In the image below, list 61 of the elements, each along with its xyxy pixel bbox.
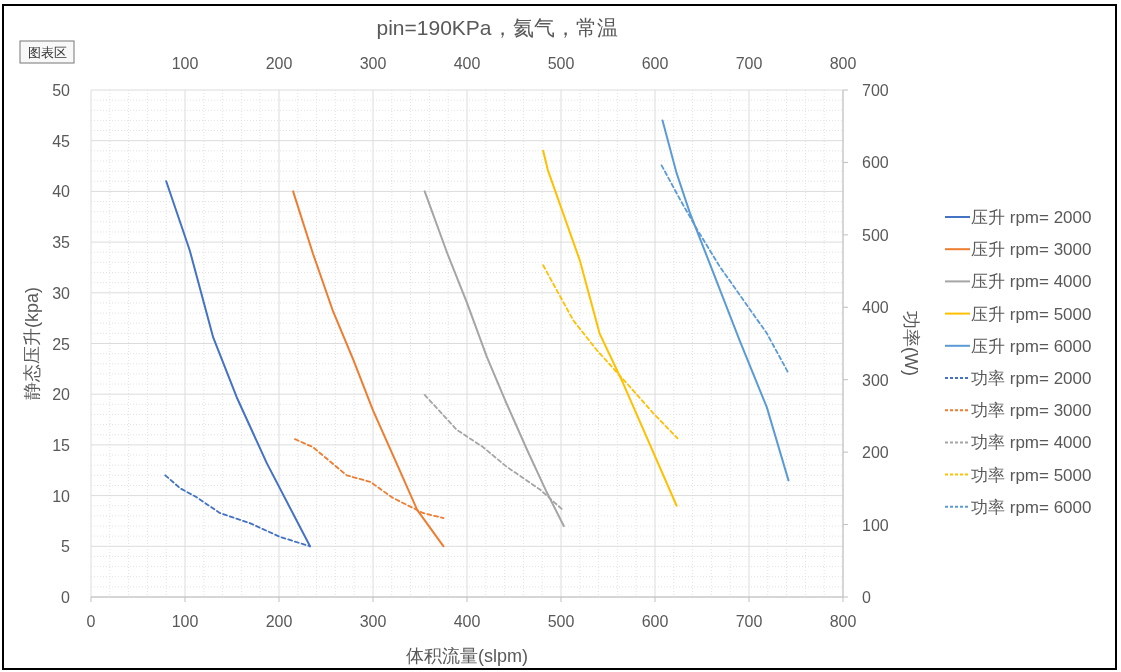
- x2-tick-label: 800: [829, 55, 857, 72]
- legend-item: 压升 rpm= 5000: [944, 304, 1092, 324]
- legend-item: 压升 rpm= 4000: [944, 272, 1092, 292]
- x-axis-title: 体积流量(slpm): [406, 646, 528, 666]
- y-tick-label: 45: [52, 132, 71, 150]
- y2-tick-label: 100: [862, 516, 889, 534]
- legend-label: 压升 rpm= 4000: [971, 272, 1092, 292]
- y2-tick-label: 200: [862, 444, 889, 462]
- legend-label: 压升 rpm= 6000: [971, 336, 1092, 356]
- legend-label: 功率 rpm= 6000: [971, 497, 1092, 517]
- y-tick-label: 35: [52, 234, 71, 252]
- x-tick-label: 600: [641, 613, 669, 630]
- legend-item: 功率 rpm= 2000: [944, 369, 1092, 388]
- y-tick-label: 30: [52, 284, 71, 302]
- legend-label: 功率 rpm= 4000: [971, 433, 1092, 453]
- x-tick-label: 500: [547, 613, 575, 630]
- legend-item: 功率 rpm= 5000: [944, 465, 1092, 485]
- y-tick-label: 40: [52, 183, 71, 201]
- legend-item: 压升 rpm= 6000: [944, 336, 1092, 356]
- y2-tick-label: 500: [862, 226, 889, 244]
- y2-tick-label: 400: [862, 299, 889, 317]
- chart-title: pin=190KPa，氦气，常温: [376, 16, 618, 39]
- y-tick-label: 10: [52, 487, 71, 505]
- y-tick-label: 0: [61, 589, 71, 606]
- y-tick-label: 20: [52, 386, 71, 404]
- y2-tick-label: 600: [862, 154, 889, 172]
- legend-label: 压升 rpm= 3000: [971, 240, 1092, 260]
- y2-axis-title: 功率(W): [901, 311, 921, 376]
- x-tick-label: 100: [171, 613, 199, 630]
- legend-item: 功率 rpm= 6000: [944, 497, 1092, 517]
- x2-tick-label: 200: [265, 55, 293, 72]
- legend-item: 压升 rpm= 3000: [944, 240, 1092, 260]
- x-tick-label: 700: [735, 613, 763, 630]
- x-tick-label: 300: [359, 613, 387, 630]
- x2-tick-label: 300: [359, 55, 387, 72]
- y2-tick-label: 300: [862, 371, 889, 389]
- legend-label: 功率 rpm= 3000: [971, 401, 1092, 421]
- x-tick-label: 400: [453, 613, 481, 630]
- legend-item: 压升 rpm= 2000: [944, 208, 1092, 227]
- legend-item: 功率 rpm= 3000: [944, 401, 1092, 421]
- y-tick-label: 5: [61, 538, 71, 556]
- x-tick-label: 200: [265, 613, 293, 630]
- x2-tick-label: 700: [735, 55, 763, 72]
- y2-tick-label: 0: [862, 589, 871, 606]
- x2-tick-label: 100: [171, 55, 199, 72]
- y-tick-label: 50: [52, 82, 71, 99]
- y-tick-label: 25: [52, 335, 71, 353]
- x2-tick-label: 600: [641, 55, 669, 72]
- x-tick-label: 800: [829, 613, 857, 630]
- y-axis-title: 静态压升(kpa): [22, 286, 42, 401]
- x2-tick-label: 500: [547, 55, 575, 72]
- y2-tick-label: 700: [862, 82, 889, 99]
- legend-label: 压升 rpm= 5000: [971, 304, 1092, 324]
- legend-label: 功率 rpm= 2000: [971, 369, 1092, 388]
- legend-item: 功率 rpm= 4000: [944, 433, 1092, 453]
- x2-tick-label: 400: [453, 55, 481, 72]
- annotation: 图表区: [19, 40, 75, 64]
- y-tick-label: 15: [52, 436, 71, 454]
- legend-label: 压升 rpm= 2000: [971, 208, 1092, 227]
- legend-label: 功率 rpm= 5000: [971, 465, 1092, 485]
- x-tick-label: 0: [86, 613, 96, 630]
